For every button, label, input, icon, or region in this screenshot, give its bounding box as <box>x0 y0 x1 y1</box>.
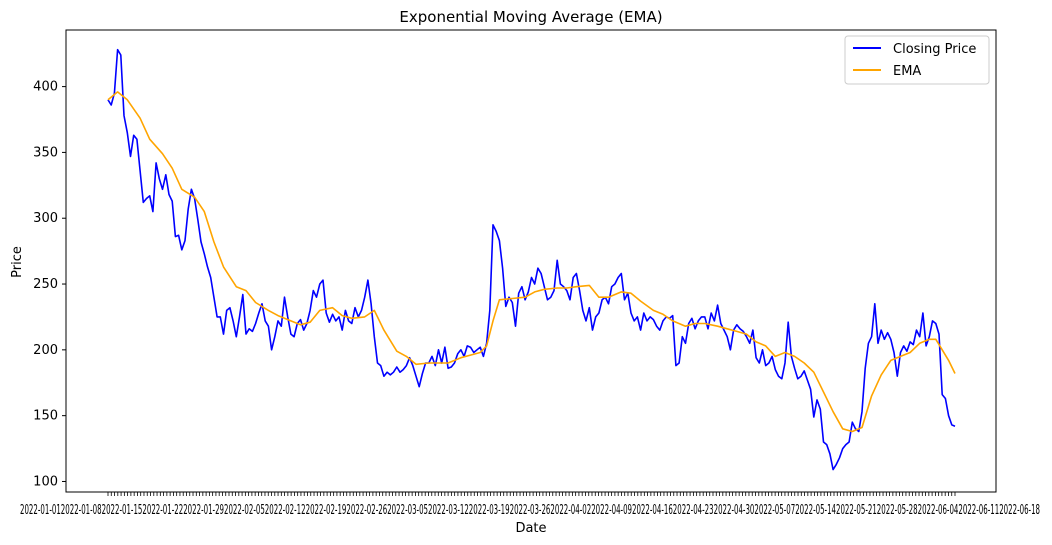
x-axis-label: Date <box>515 521 546 536</box>
y-tick-label: 300 <box>33 211 58 226</box>
legend-ema-label: EMA <box>893 64 921 79</box>
y-tick-label: 400 <box>33 80 58 95</box>
y-tick-label: 100 <box>33 474 58 489</box>
x-axis-ticks <box>107 492 956 496</box>
legend: Closing Price EMA <box>844 35 990 85</box>
y-tick-label: 200 <box>33 343 58 358</box>
y-axis-ticks: 100 150 200 250 300 350 400 <box>33 80 66 489</box>
legend-closing-label: Closing Price <box>893 42 976 57</box>
y-tick-label: 150 <box>33 409 58 424</box>
y-tick-label: 250 <box>33 277 58 292</box>
ema-line <box>107 91 956 433</box>
series-lines <box>107 48 956 471</box>
y-axis-label: Price <box>10 246 25 278</box>
chart-title: Exponential Moving Average (EMA) <box>399 8 662 26</box>
x-tick-labels-overlap: 2022-01-012022-01-082022-01-152022-01-22… <box>20 503 1040 518</box>
y-tick-label: 350 <box>33 145 58 160</box>
closing-price-line <box>107 48 956 471</box>
